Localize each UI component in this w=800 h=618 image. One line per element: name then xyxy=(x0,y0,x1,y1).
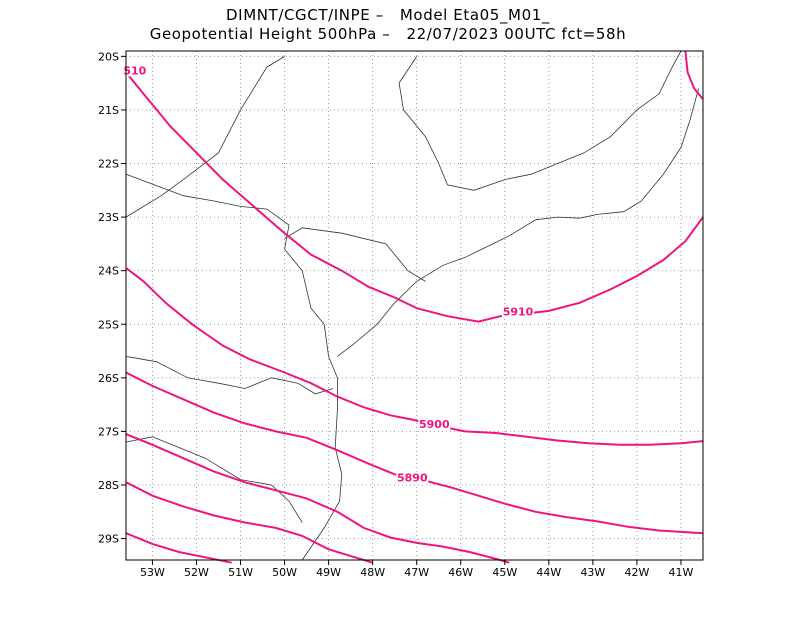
contour-label-bg xyxy=(502,305,535,318)
tick-label-lat: 20S xyxy=(98,50,119,63)
contour-label: 5890 xyxy=(397,472,428,485)
plot-frame xyxy=(125,50,704,561)
coastline-layer xyxy=(125,50,699,561)
tick-label-lon: 52W xyxy=(184,566,209,579)
tick-label-lon: 51W xyxy=(228,566,253,579)
tick-label-lat: 23S xyxy=(98,211,119,224)
contour-label-bg xyxy=(396,471,429,484)
tick-label-lat: 21S xyxy=(98,104,119,117)
coastline-atlantic-coast xyxy=(125,173,343,561)
contour-line-5910-corner xyxy=(684,50,704,100)
chart-title-line2: Geopotential Height 500hPa – 22/07/2023 … xyxy=(149,25,627,43)
tick-label-lat: 29S xyxy=(98,533,119,546)
tick-label-lon: 41W xyxy=(669,566,694,579)
tick-label-lon: 46W xyxy=(448,566,473,579)
tick-label-lon: 44W xyxy=(536,566,561,579)
contour-line-5910-north xyxy=(125,71,704,323)
contour-labels-layer: 510 5910 5900 5890 xyxy=(118,64,535,485)
coastline-border-2 xyxy=(284,227,426,282)
tick-label-lon: 49W xyxy=(316,566,341,579)
tick-label-lat: 25S xyxy=(98,318,119,331)
tick-label-lon: 53W xyxy=(140,566,165,579)
contour-label: 5910 xyxy=(503,306,534,319)
tick-label-lat: 26S xyxy=(98,372,119,385)
grid-lines xyxy=(126,51,703,560)
contour-line-5900-lower xyxy=(125,371,704,535)
tick-label-lon: 45W xyxy=(492,566,517,579)
coastline-border-4 xyxy=(125,356,334,395)
tick-label-lon: 42W xyxy=(624,566,649,579)
tick-label-lon: 47W xyxy=(404,566,429,579)
contour-label-bg xyxy=(118,64,151,77)
tick-label-lat: 22S xyxy=(98,158,119,171)
tick-label-lat: 24S xyxy=(98,265,119,278)
contour-line-5890 xyxy=(125,433,510,564)
tick-label-lat: 28S xyxy=(98,479,119,492)
coastline-border-1 xyxy=(125,56,285,218)
contour-label: 5900 xyxy=(419,418,450,431)
coastline-border-5 xyxy=(125,436,303,523)
contour-line-5880 xyxy=(125,481,373,564)
tick-label-lon: 48W xyxy=(360,566,385,579)
contour-layer xyxy=(125,50,704,564)
contour-line-5870 xyxy=(125,532,232,564)
chart-title-line1: DIMNT/CGCT/INPE – Model Eta05_M01_ xyxy=(226,6,550,24)
tick-label-lon: 43W xyxy=(580,566,605,579)
contour-label: 510 xyxy=(123,64,146,77)
contour-line-5900-upper xyxy=(125,267,704,446)
contour-label-bg xyxy=(418,418,451,431)
tick-label-lon: 50W xyxy=(272,566,297,579)
axis-ticks: 53W 52W 51W 50W 49W 48W 47W 46W 45W 44W 43W 42W 41W 2… xyxy=(98,50,694,579)
tick-label-lat: 27S xyxy=(98,425,119,438)
coastline-border-3 xyxy=(398,50,682,191)
